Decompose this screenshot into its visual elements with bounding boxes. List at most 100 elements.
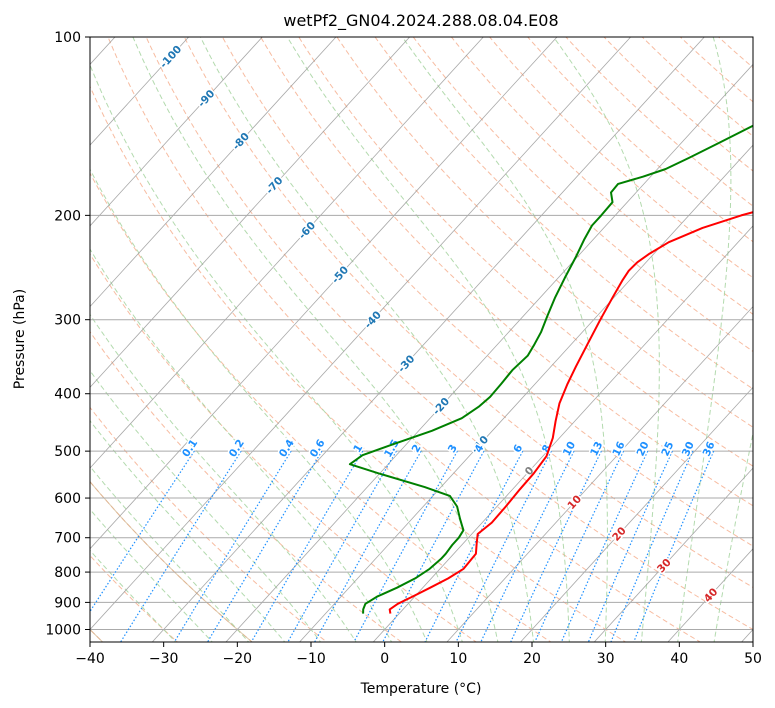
curve-labels: -100-90-80-70-60-50-40-30-20-100.1 0.2 0.4… <box>156 42 722 606</box>
x-tick-label: 20 <box>523 651 541 667</box>
isotherm-line <box>90 37 411 388</box>
y-tick-label: 200 <box>54 208 81 224</box>
x-tick-label: −30 <box>149 651 179 667</box>
mixing-ratio-label: 16 <box>610 440 627 458</box>
mixing-ratio-label: 0.1 <box>180 437 200 459</box>
dry-adiabat-line <box>90 480 253 642</box>
isotherm-line <box>520 386 753 642</box>
mixing-ratio-label: 6 <box>511 443 525 455</box>
y-axis-label: Pressure (hPa) <box>12 289 28 389</box>
moist-adiabat-line <box>90 248 393 642</box>
dry-adiabat-line <box>90 406 328 642</box>
mixing-ratio-label: 20 <box>635 440 652 458</box>
mixing-ratio-line <box>455 450 552 642</box>
dry-adiabat-line <box>90 253 478 642</box>
dry-adiabat-line <box>107 37 702 642</box>
moist-adiabat-line <box>677 37 732 642</box>
mixing-ratio-label: 10 <box>561 440 578 458</box>
moist-adiabat-line <box>90 168 428 642</box>
isotherm-line <box>90 37 263 227</box>
moist-adiabat-line <box>90 369 322 642</box>
moist-adiabat-line <box>199 37 535 642</box>
mixing-ratio-line <box>510 450 602 642</box>
moist-adiabat-line <box>132 37 499 642</box>
dry-adiabat-line <box>260 37 753 507</box>
dry-adiabat-line <box>412 37 753 353</box>
dry-adiabat-line <box>488 37 753 279</box>
background-grid <box>90 24 775 645</box>
dewpoint-line <box>348 124 753 614</box>
x-tick-label: −20 <box>223 651 253 667</box>
y-axis-ticks: 100 200 300 400 500 600 700 800 900 1000 <box>45 30 90 639</box>
dry-adiabat-line <box>374 37 753 390</box>
moist-adiabat-line <box>90 508 214 642</box>
dry-adiabat-line <box>742 24 775 645</box>
x-axis-label: Temperature (°C) <box>360 681 482 697</box>
y-tick-label: 700 <box>54 531 81 547</box>
plot-frame <box>89 36 754 643</box>
dry-adiabat-line <box>183 37 753 588</box>
y-tick-label: 600 <box>54 491 81 507</box>
dry-adiabat-line <box>565 37 753 207</box>
mixing-ratio-line <box>250 450 364 642</box>
mixing-ratio-label: 25 <box>659 440 676 458</box>
mixing-ratio-label: 0.2 <box>227 437 247 459</box>
dry-adiabat-line <box>679 37 753 103</box>
mixing-ratio-line <box>119 450 242 642</box>
dry-adiabat-line <box>717 37 753 69</box>
x-tick-label: 10 <box>449 651 467 667</box>
dry-adiabat-line <box>90 480 253 642</box>
mixing-ratio-line <box>206 450 323 642</box>
moist-adiabat-line <box>90 419 286 642</box>
dry-adiabat-line <box>450 37 753 315</box>
mixing-ratio-line <box>173 450 292 642</box>
x-tick-label: 0 <box>380 651 389 667</box>
temperature-line <box>388 211 753 614</box>
y-tick-label: 1000 <box>45 623 81 639</box>
dry-adiabat-line <box>298 37 753 467</box>
y-tick-label: 100 <box>54 30 81 46</box>
mixing-ratio-line <box>382 450 485 642</box>
isotherm-line <box>90 37 337 308</box>
mixing-ratio-label: 3 <box>446 443 460 455</box>
mixing-ratio-label: 1 <box>351 442 365 454</box>
mixing-ratio-line <box>90 450 195 613</box>
dry-adiabat-line <box>603 37 753 172</box>
mixing-ratio-label: 13 <box>588 440 605 458</box>
isotherm-line <box>593 467 753 642</box>
moist-adiabat-line <box>90 465 250 642</box>
mixing-ratio-label: 0.6 <box>308 437 328 459</box>
x-tick-label: 30 <box>597 651 615 667</box>
isotherm-line <box>90 37 632 631</box>
mixing-ratio-label: 36 <box>701 440 718 458</box>
isotherm-line <box>372 225 753 642</box>
dry-adiabat-line <box>336 37 753 428</box>
dry-adiabat-line <box>221 37 753 547</box>
moist-adiabat-line <box>553 37 660 642</box>
dry-adiabat-line <box>641 37 753 137</box>
mixing-ratio-line <box>587 450 673 642</box>
x-tick-label: 40 <box>670 651 688 667</box>
x-tick-label: −40 <box>75 651 105 667</box>
mixing-ratio-line <box>633 450 715 642</box>
moist-adiabat-line <box>713 430 753 642</box>
mixing-ratio-label: 0.4 <box>277 437 297 459</box>
mixing-ratio-label: 30 <box>680 440 697 458</box>
dry-adiabat-line <box>90 85 627 642</box>
y-tick-label: 500 <box>54 444 81 460</box>
mixing-ratio-line <box>480 450 575 642</box>
mixing-ratio-line <box>560 450 649 642</box>
mixing-ratio-line <box>353 450 458 642</box>
isotherm-line <box>446 305 753 642</box>
profile-series <box>348 124 753 614</box>
isotherm-line <box>225 63 753 642</box>
x-tick-label: 50 <box>744 651 762 667</box>
x-axis-ticks: −40 −30 −20 −10 0 10 20 30 40 50 <box>75 642 762 667</box>
mixing-ratio-line <box>424 450 524 642</box>
y-tick-label: 900 <box>54 595 81 611</box>
y-tick-label: 800 <box>54 565 81 581</box>
chart-title: wetPf2_GN04.2024.288.08.04.E08 <box>283 11 558 31</box>
isotherm-line <box>741 628 753 642</box>
isotherm-line <box>151 37 705 642</box>
